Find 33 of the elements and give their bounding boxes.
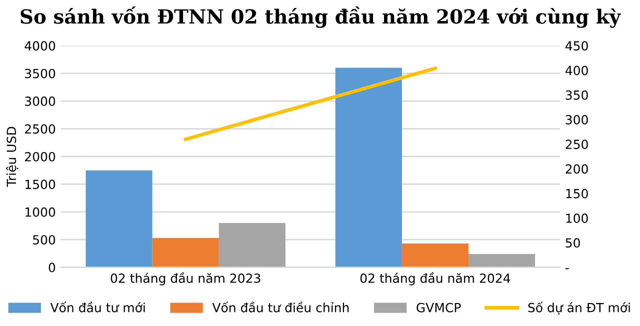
legend-label: GVMCP (416, 302, 461, 312)
y-axis-title: Triệu USD (6, 126, 18, 187)
y-tick-label: 4000 (24, 41, 56, 51)
y2-tick-label: - (565, 268, 569, 270)
bar (468, 254, 536, 268)
y-tick-label: 0 (48, 262, 56, 272)
y2-tick-label: 450 (565, 41, 588, 51)
bar (402, 243, 468, 268)
y-tick-label: 500 (33, 235, 56, 245)
y-tick-label: 1000 (26, 207, 56, 217)
y2-tick-label: 50 (566, 238, 580, 248)
bar (86, 170, 152, 268)
bar (335, 68, 402, 268)
y-tick-label: 1500 (26, 180, 56, 190)
y2-tick-label: 250 (566, 140, 588, 150)
y2-tick-label: 400 (565, 66, 588, 76)
legend-label: Vốn đầu tư mới (50, 302, 145, 312)
legend-label: Số dự án ĐT mới (528, 302, 630, 314)
y-tick-label: 3500 (25, 68, 56, 78)
y-tick-label: 3000 (25, 96, 56, 106)
bar (152, 238, 219, 268)
chart-title: So sánh vốn ĐTNN 02 tháng đầu năm 2024 với cùng kỳ (20, 6, 622, 28)
y-tick-label: 2500 (25, 124, 56, 134)
y2-tick-label: 300 (566, 115, 588, 124)
y-tick-label: 2000 (25, 152, 56, 162)
x-tick-label: 02 tháng đầu năm 2024 (360, 272, 510, 286)
y2-tick-label: 350 (566, 90, 588, 100)
x-tick-label: 02 tháng đầu năm 2023 (110, 272, 260, 286)
y2-tick-label: 150 (566, 188, 588, 198)
legend-label: Vốn đầu tư điều chỉnh (212, 302, 349, 312)
bar (218, 222, 286, 268)
y2-tick-label: 200 (566, 164, 588, 174)
y2-tick-label: 100 (566, 214, 588, 223)
